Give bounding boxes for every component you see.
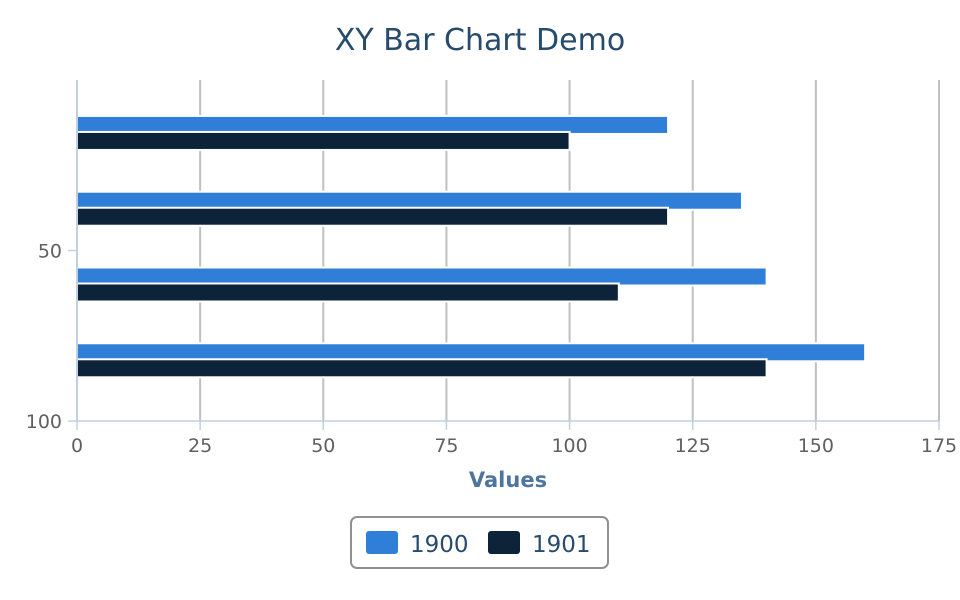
x-tick-label-100: 100: [551, 435, 587, 457]
x-tick-label-125: 125: [675, 435, 711, 457]
x-tick-label-150: 150: [798, 435, 834, 457]
x-tick-label-50: 50: [311, 435, 335, 457]
x-tick-label-175: 175: [921, 435, 957, 457]
y-tick-label-100: 100: [26, 411, 62, 433]
legend[interactable]: 1900 1901: [350, 516, 609, 569]
legend-label-1900[interactable]: 1900: [410, 532, 469, 558]
bar-1901-3[interactable]: [76, 282, 620, 303]
bar-1901-2[interactable]: [76, 206, 670, 227]
plot-area: [76, 114, 867, 379]
bar-1901-1[interactable]: [76, 130, 571, 151]
x-tick-label-25: 25: [188, 435, 212, 457]
legend-swatch-1900[interactable]: [366, 531, 398, 554]
legend-label-1901[interactable]: 1901: [532, 532, 591, 558]
legend-swatch-1901[interactable]: [488, 531, 520, 554]
x-axis-title: Values: [469, 468, 547, 492]
legend-box: [350, 516, 609, 569]
bar-1901-4[interactable]: [76, 358, 768, 379]
x-tick-label-75: 75: [434, 435, 458, 457]
axes: 0 25 50 75 100 125 150 175 50 100: [26, 80, 957, 457]
chart-title: XY Bar Chart Demo: [335, 23, 625, 58]
y-tick-label-50: 50: [38, 241, 62, 263]
x-tick-label-0: 0: [71, 435, 83, 457]
